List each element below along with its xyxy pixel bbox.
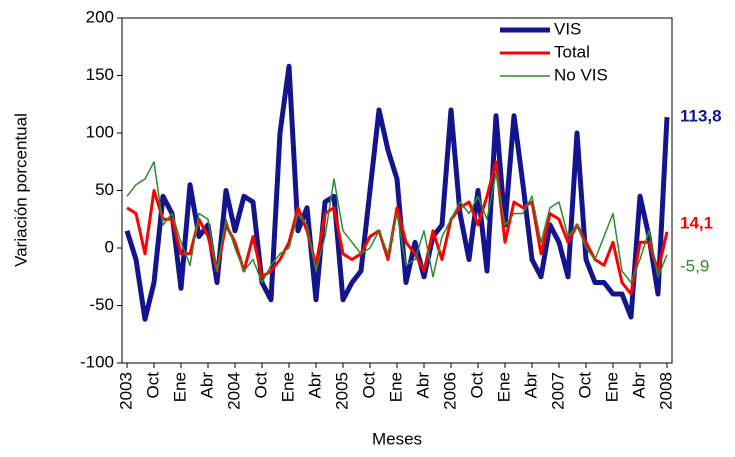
x-tick-label: Oct bbox=[251, 372, 270, 399]
x-tick-label: Oct bbox=[467, 372, 486, 399]
x-tick-label: Oct bbox=[143, 372, 162, 399]
x-tick-label: Ene bbox=[278, 372, 297, 402]
x-tick-label: 2007 bbox=[548, 372, 567, 410]
x-tick-label: Abr bbox=[521, 372, 540, 399]
x-tick-label: 2008 bbox=[656, 372, 675, 410]
x-tick-label: Abr bbox=[629, 372, 648, 399]
x-axis-label: Meses bbox=[372, 429, 422, 448]
x-tick-label: Ene bbox=[386, 372, 405, 402]
y-tick-label: -50 bbox=[89, 295, 114, 314]
x-tick-label: 2003 bbox=[116, 372, 135, 410]
x-tick-label: Oct bbox=[359, 372, 378, 399]
y-tick-label: 200 bbox=[86, 7, 114, 26]
x-tick-label: Abr bbox=[197, 372, 216, 399]
x-tick-label: 2004 bbox=[224, 372, 243, 410]
data-label: -5,9 bbox=[680, 256, 709, 275]
y-tick-label: 150 bbox=[86, 65, 114, 84]
y-tick-label: 50 bbox=[95, 180, 114, 199]
series-line bbox=[124, 63, 670, 322]
y-tick-label: 100 bbox=[86, 122, 114, 141]
data-label: 14,1 bbox=[680, 213, 713, 232]
legend-label: No VIS bbox=[554, 65, 608, 84]
x-tick-label: Abr bbox=[305, 372, 324, 399]
legend-label: VIS bbox=[554, 19, 581, 38]
y-tick-label: 0 bbox=[105, 237, 114, 256]
x-tick-label: 2006 bbox=[440, 372, 459, 410]
x-tick-label: Abr bbox=[413, 372, 432, 399]
x-tick-label: Ene bbox=[494, 372, 513, 402]
legend-label: Total bbox=[554, 42, 590, 61]
series-line bbox=[126, 161, 668, 284]
x-tick-label: 2005 bbox=[332, 372, 351, 410]
data-label: 113,8 bbox=[680, 107, 722, 126]
x-tick-label: Oct bbox=[575, 372, 594, 399]
y-axis-label: Variación porcentual bbox=[11, 113, 30, 267]
x-tick-label: Ene bbox=[170, 372, 189, 402]
y-tick-label: -100 bbox=[80, 352, 114, 371]
x-tick-label: Ene bbox=[602, 372, 621, 402]
